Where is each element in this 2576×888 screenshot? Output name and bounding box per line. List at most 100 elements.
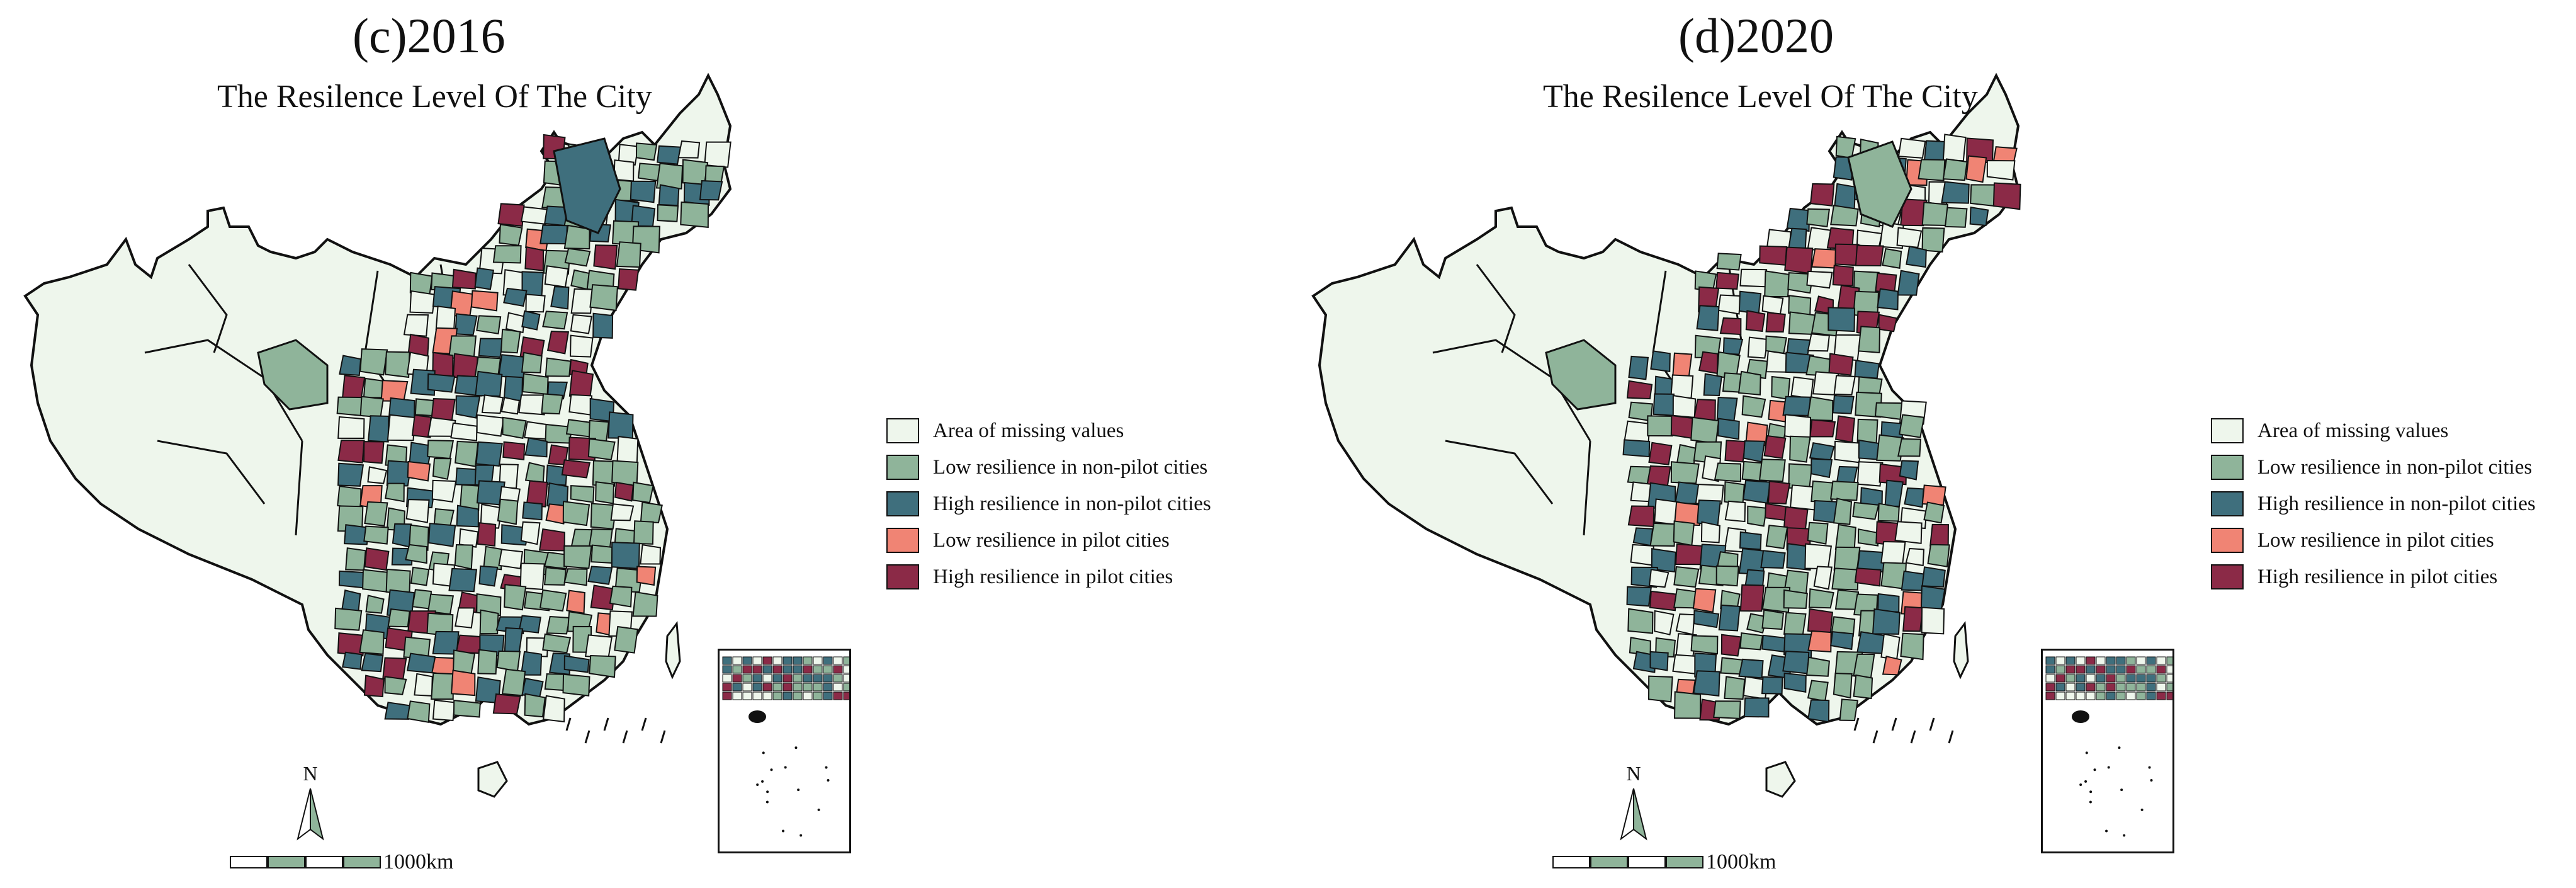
city-region xyxy=(732,656,742,665)
city-region xyxy=(392,523,412,548)
city-region xyxy=(497,203,525,227)
city-region xyxy=(742,674,752,683)
city-region xyxy=(363,675,385,698)
city-region xyxy=(565,419,592,438)
taiwan-island xyxy=(665,620,681,680)
city-region xyxy=(813,674,823,683)
city-region xyxy=(2045,683,2055,692)
city-region xyxy=(2065,665,2076,674)
city-region xyxy=(2076,665,2086,674)
city-region xyxy=(1741,395,1766,418)
city-region xyxy=(1718,604,1741,632)
city-region xyxy=(1882,248,1902,269)
city-region xyxy=(2086,656,2096,665)
city-region xyxy=(633,520,654,545)
city-region xyxy=(1834,415,1856,443)
city-region xyxy=(2166,665,2176,674)
city-region xyxy=(1652,393,1675,416)
city-region xyxy=(590,584,616,611)
city-region xyxy=(2146,674,2156,683)
city-region xyxy=(1855,244,1884,267)
city-region xyxy=(2126,674,2136,683)
city-region xyxy=(1649,590,1678,612)
city-region xyxy=(1670,461,1700,484)
city-region xyxy=(2076,674,2086,683)
city-region xyxy=(1648,441,1673,465)
city-region xyxy=(1854,567,1882,587)
city-region xyxy=(1942,134,1967,162)
island-dot xyxy=(2150,779,2153,782)
city-region xyxy=(538,528,565,552)
city-region xyxy=(1649,522,1676,547)
city-region xyxy=(410,566,430,586)
city-region xyxy=(427,440,455,460)
city-region xyxy=(470,290,499,312)
city-region xyxy=(1874,402,1904,421)
city-region xyxy=(334,607,363,631)
city-region xyxy=(456,504,479,528)
city-region xyxy=(405,544,428,564)
city-region xyxy=(587,438,616,461)
scale-segment xyxy=(305,856,343,868)
city-region xyxy=(1832,265,1854,287)
city-region xyxy=(1743,697,1770,718)
city-region xyxy=(337,462,364,487)
legend-swatch xyxy=(2211,528,2244,553)
panel-subtitle: The Resilence Level Of The City xyxy=(217,79,652,115)
city-region xyxy=(1747,505,1768,527)
city-region xyxy=(699,179,723,201)
city-region xyxy=(610,503,635,521)
scale-segment xyxy=(1590,856,1628,868)
city-region xyxy=(2116,683,2126,692)
island-mark xyxy=(1929,717,1935,731)
scale-segment xyxy=(343,856,381,868)
province-border xyxy=(157,440,266,504)
legend-item: Area of missing values xyxy=(2211,413,2536,449)
city-region xyxy=(1921,202,1948,226)
island-dot xyxy=(794,746,798,749)
city-region xyxy=(453,699,481,718)
city-region xyxy=(1804,543,1833,570)
city-region xyxy=(762,665,772,674)
island-dot xyxy=(2089,800,2092,804)
city-region xyxy=(414,398,435,417)
city-region xyxy=(1944,207,1968,228)
city-region xyxy=(497,498,519,525)
city-region xyxy=(1854,360,1880,379)
city-region xyxy=(1759,245,1788,266)
city-region xyxy=(545,464,568,486)
city-region xyxy=(1839,698,1859,722)
city-region xyxy=(1695,484,1724,505)
city-region xyxy=(1724,481,1745,505)
hainan-island xyxy=(1765,761,1796,798)
city-region xyxy=(341,375,366,400)
city-region xyxy=(2106,656,2116,665)
city-region xyxy=(1674,691,1702,719)
city-region xyxy=(505,312,526,334)
city-region xyxy=(618,268,640,291)
city-region xyxy=(341,589,361,613)
city-region xyxy=(520,651,543,676)
city-region xyxy=(1807,630,1832,653)
city-region xyxy=(498,354,526,380)
city-region xyxy=(1760,550,1786,569)
city-region xyxy=(793,674,803,683)
city-region xyxy=(341,651,363,670)
city-region xyxy=(518,394,547,416)
legend-item: Low resilience in non-pilot cities xyxy=(2211,449,2536,486)
city-region xyxy=(1675,543,1704,566)
city-region xyxy=(833,656,843,665)
city-region xyxy=(570,485,595,503)
city-region xyxy=(1831,567,1859,591)
city-region xyxy=(1806,270,1833,289)
city-region xyxy=(640,544,661,565)
city-region xyxy=(772,674,782,683)
island-mark xyxy=(622,730,628,744)
city-region xyxy=(1833,673,1853,699)
city-region xyxy=(762,674,772,683)
city-region xyxy=(546,330,570,355)
city-region xyxy=(1807,699,1830,723)
city-region xyxy=(1970,184,1997,207)
island-dot xyxy=(2123,834,2126,837)
island-dot xyxy=(2107,766,2110,769)
